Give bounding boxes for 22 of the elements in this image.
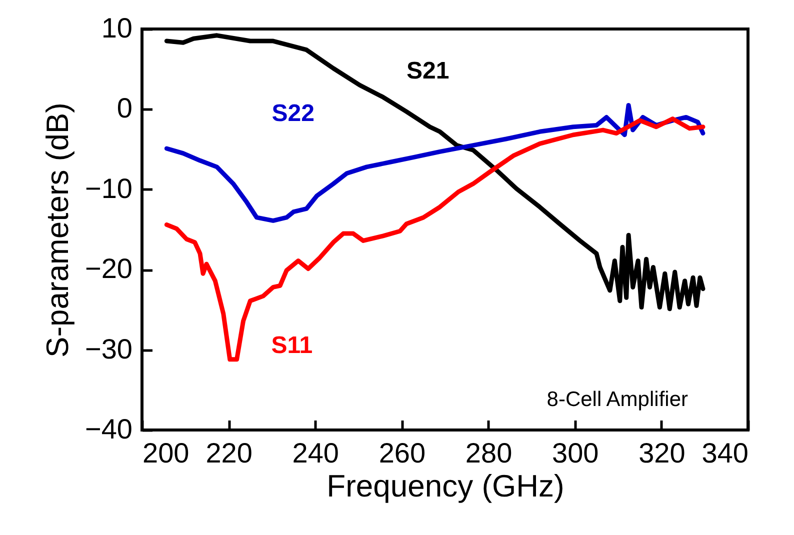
- y-axis-title: S-parameters (dB): [40, 102, 76, 358]
- x-tick-label: 320: [638, 438, 686, 468]
- text: S22: [272, 100, 314, 128]
- y-tick-label: −20: [85, 253, 132, 284]
- y-tick-label: −10: [85, 172, 132, 204]
- x-tick-label: 240: [292, 438, 339, 468]
- x-tick-label: 280: [465, 438, 512, 468]
- x-tick-label: 220: [206, 438, 252, 468]
- y-tick-label: 0: [116, 92, 132, 124]
- x-tick-label: 200: [142, 438, 190, 468]
- y-tick-label: 10: [101, 12, 132, 44]
- x-tick-label: 260: [378, 438, 426, 468]
- series-label: S21: [406, 58, 450, 85]
- annotation: 8-Cell Amplifier: [546, 388, 688, 411]
- y-tick-label: −40: [85, 414, 132, 444]
- x-tick-label: 300: [552, 438, 599, 468]
- x-tick-label: 340: [702, 438, 748, 468]
- y-tick-label: −30: [85, 333, 132, 364]
- line-series: [164, 33, 706, 312]
- line-series: [164, 102, 706, 223]
- series-label: S11: [271, 332, 313, 360]
- x-axis-title: Frequency (GHz): [326, 468, 564, 504]
